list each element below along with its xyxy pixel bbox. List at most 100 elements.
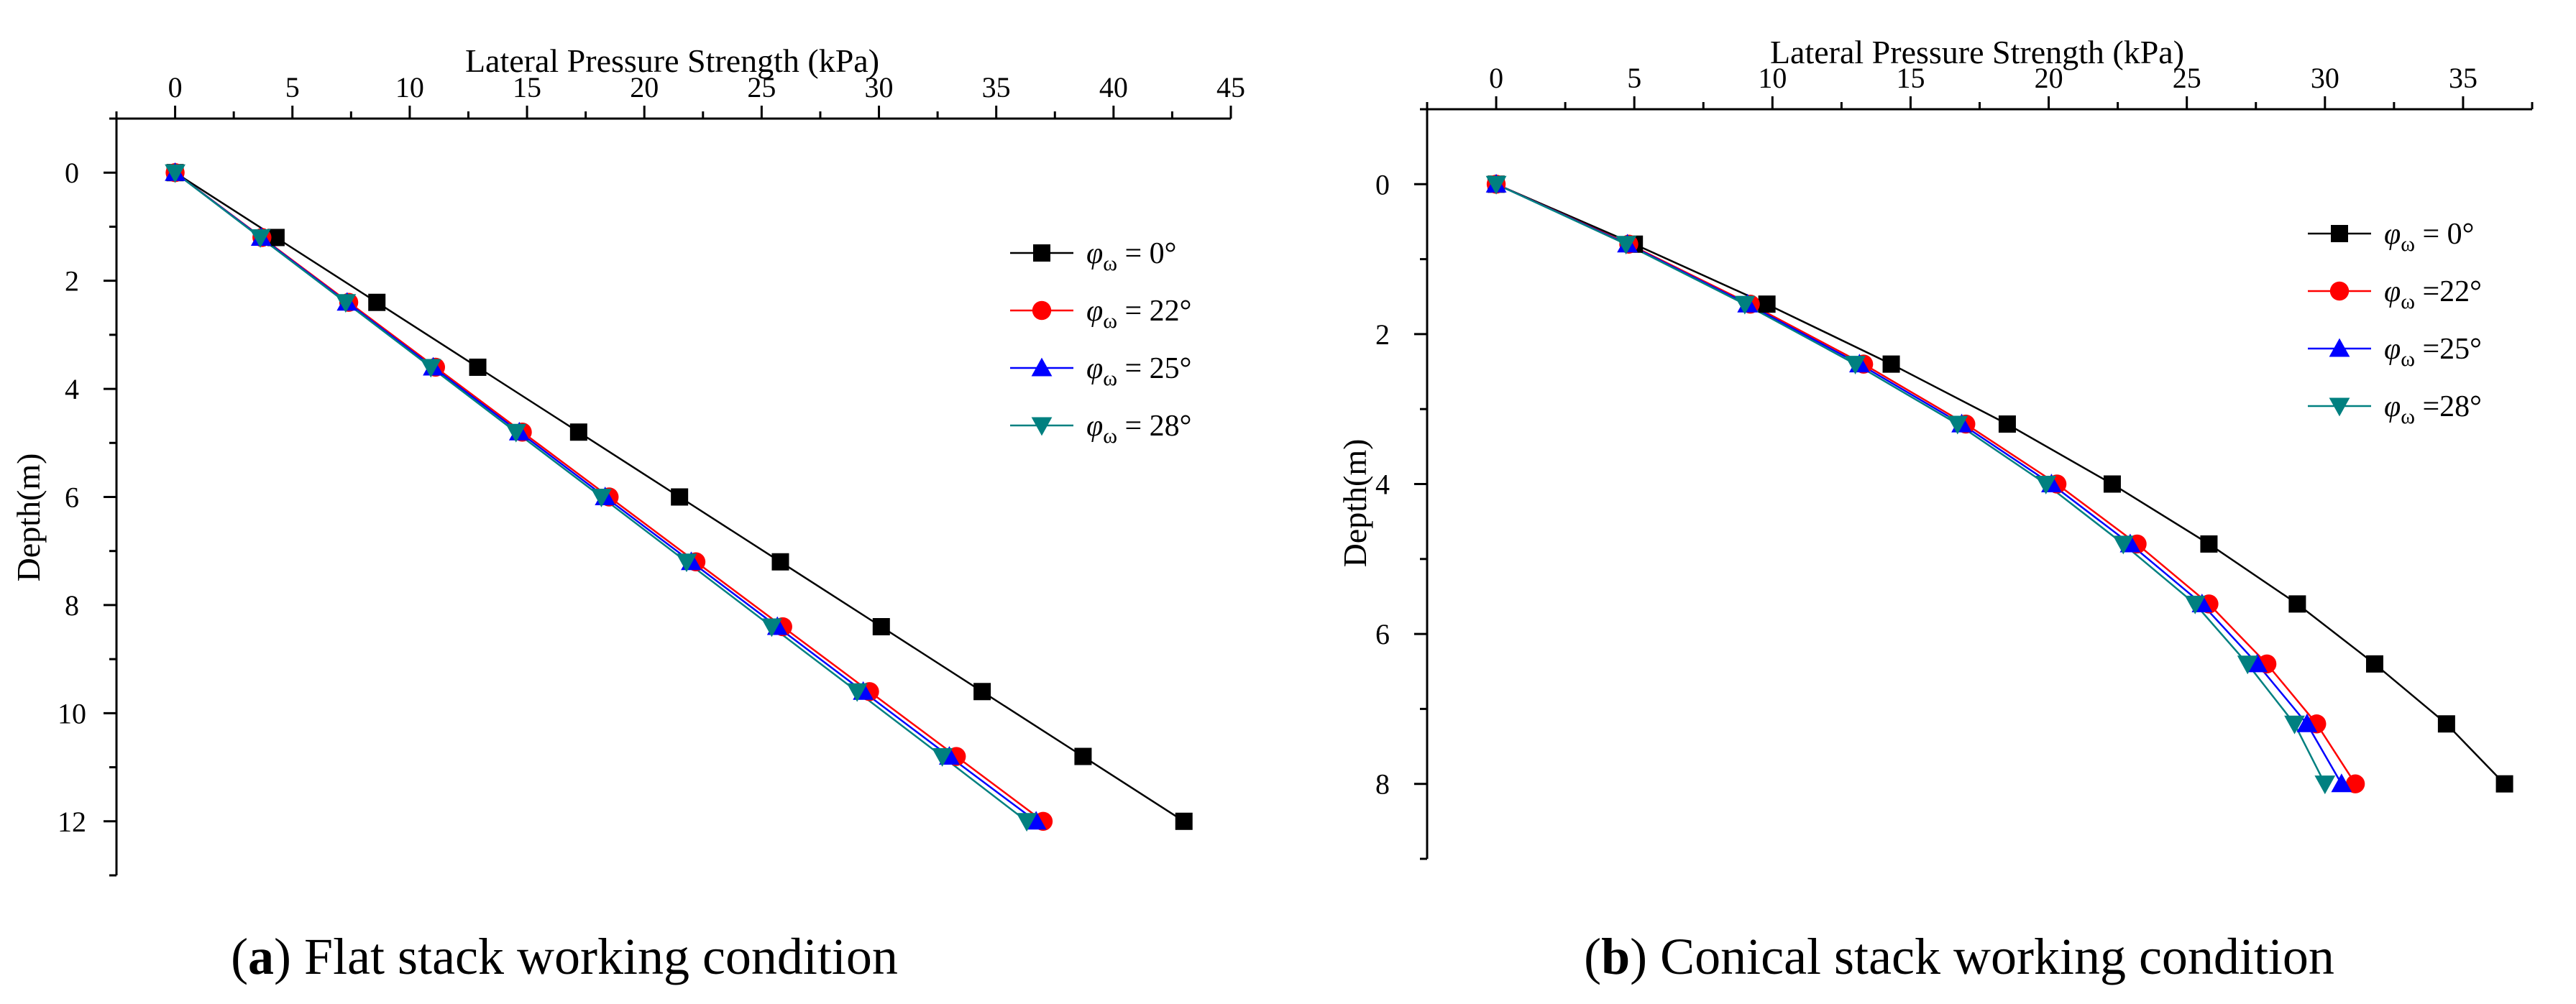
panel-a-legend-label-2: φω = 25° [1086,352,1191,390]
panel-a-y-tick-label: 6 [65,482,79,514]
panel-b-series-0-point [1998,415,2016,433]
panel-a-legend-marker-1 [1032,300,1052,321]
panel-a-x-tick-label: 20 [630,71,659,103]
panel-a-series-3-point [932,748,953,767]
panel-a-legend-marker-3 [1031,417,1053,436]
panel-a-x-tick-label: 0 [168,71,183,103]
panel-a-legend-label-3: φω = 28° [1086,410,1191,448]
panel-b-series-3-point [1734,295,1756,315]
panel-b-series-3-point [2237,655,2258,675]
panel-b-series-3-point [2184,595,2206,614]
panel-b-series-0-point [1758,295,1776,313]
panel-a-legend-marker-2 [1031,357,1053,377]
panel-b-series-3-point [2314,775,2336,795]
panel-a-legend: φω = 0° φω = 22° φω = 25° φω = 28° [1010,237,1191,448]
panel-b-y-tick-label: 6 [1375,618,1390,650]
panel-a-series-0-point [368,293,386,311]
panel-b-series-3-point [1615,236,1637,255]
panel-b-series-3-point [1485,175,1507,195]
panel-b-series-line-0 [1495,183,2506,785]
panel-b-caption: (b) Conical stack working condition [1584,928,2334,985]
panel-b-series-line-2 [1495,183,2342,785]
panel-b-x-tick-label: 15 [1896,62,1925,94]
panel-a-series-3-point [420,359,441,378]
panel-b-series-0-point [1882,355,1900,373]
panel-b-series-line-3 [1495,183,2326,785]
panel-a-x-tick-label: 40 [1099,71,1128,103]
panel-b-y-tick-label: 2 [1375,318,1390,351]
panel-a-x-tick-label: 45 [1216,71,1245,103]
panel-b-series-3-point [1845,356,1866,375]
panel-a-series-markers [165,162,1193,832]
panel-b-series-0-point [2437,715,2455,733]
panel-a-flat-stack: Lateral Pressure Strength (kPa) Depth(m)… [10,42,1245,985]
panel-b-legend-label-3: φω =28° [2384,390,2482,428]
panel-b-x-tick-label: 30 [2311,62,2339,94]
panel-a-series-0-point [569,423,587,441]
panel-b-series-3-point [2112,535,2134,555]
panel-b-legend-label-0: φω = 0° [2384,218,2474,256]
panel-a-x-tick-label: 15 [513,71,541,103]
panel-b-legend-label-1: φω =22° [2384,275,2482,313]
panel-b-x-tick-label: 20 [2035,62,2063,94]
panel-a-y-tick-label: 10 [58,697,86,729]
panel-b-y-axis-title: Depth(m) [1337,439,1373,568]
panel-b-series-0-point [2200,535,2218,553]
panel-a-series-0-point [671,488,689,506]
panel-b-series-markers [1485,173,2513,795]
panel-b-series-0-point [2495,775,2513,793]
panel-a-caption-label: a [248,928,274,985]
panel-b-series-line-1 [1495,183,2357,785]
panel-b-legend-marker-2 [2329,338,2350,357]
panel-b-conical-stack: Lateral Pressure Strength (kPa) Depth(m)… [1337,34,2534,985]
panel-a-series-0-point [1074,747,1092,765]
panel-a-caption-text: Flat stack working condition [291,928,898,985]
panel-b-legend-marker-0 [2331,225,2348,242]
panel-b-legend-label-2: φω =25° [2384,333,2482,371]
panel-b-series-0-point [2288,595,2306,613]
panel-b-caption-text: Conical stack working condition [1647,928,2334,985]
panel-b-x-tick-label: 5 [1627,62,1641,94]
panel-a-series-0-point [469,358,487,376]
panel-a-series-3-point [761,618,782,637]
panel-a-caption: (a) Flat stack working condition [231,928,898,985]
panel-a-series-3-point [846,683,868,702]
panel-a-series-0-point [1175,812,1193,830]
panel-b-series-0-point [2103,475,2121,493]
panel-b-series-3-point [2284,715,2305,734]
panel-b-series-2-point [2331,773,2352,793]
panel-b-legend: φω = 0° φω =22° φω =25° φω =28° [2308,218,2482,428]
panel-a-x-tick-label: 35 [982,71,1011,103]
panel-a-series-3-point [505,423,527,443]
panel-b-axes: 0 5 10 15 20 25 30 35 0 2 4 6 8 [1375,62,2534,860]
panel-b-series-lines [1495,183,2506,785]
panel-b-x-tick-label: 10 [1758,62,1787,94]
panel-a-legend-marker-0 [1033,244,1050,262]
panel-b-series-3-point [2035,475,2057,494]
panel-a-series-0-point [973,683,991,701]
panel-a-y-tick-label: 4 [65,373,79,405]
panel-b-x-tick-label: 35 [2449,62,2478,94]
panel-a-legend-label-0: φω = 0° [1086,237,1176,275]
panel-b-y-tick-label: 0 [1375,168,1390,201]
panel-b-legend-marker-1 [2329,281,2350,301]
panel-a-x-tick-label: 10 [395,71,424,103]
panel-a-x-tick-label: 25 [747,71,776,103]
panel-a-y-tick-label: 8 [65,589,79,622]
panel-a-y-tick-label: 12 [58,806,86,838]
panel-b-series-2-point [2247,653,2268,673]
panel-b-series-1-point [2345,774,2365,793]
panel-a-series-3-point [249,229,271,248]
panel-a-series-0-point [872,618,890,636]
panel-a-y-tick-label: 0 [65,157,79,189]
panel-a-series-3-point [1016,813,1037,832]
panel-a-axes: 0 5 10 15 20 25 30 35 40 45 0 2 4 6 8 10 12 [58,71,1245,877]
panel-a-x-tick-label: 5 [285,71,300,103]
panel-a-series-3-point [335,294,357,313]
panel-a-y-axis-title: Depth(m) [10,453,47,582]
panel-a-series-3-point [676,553,697,573]
panel-b-series-2-point [2296,713,2318,732]
panel-b-legend-marker-3 [2329,397,2350,417]
